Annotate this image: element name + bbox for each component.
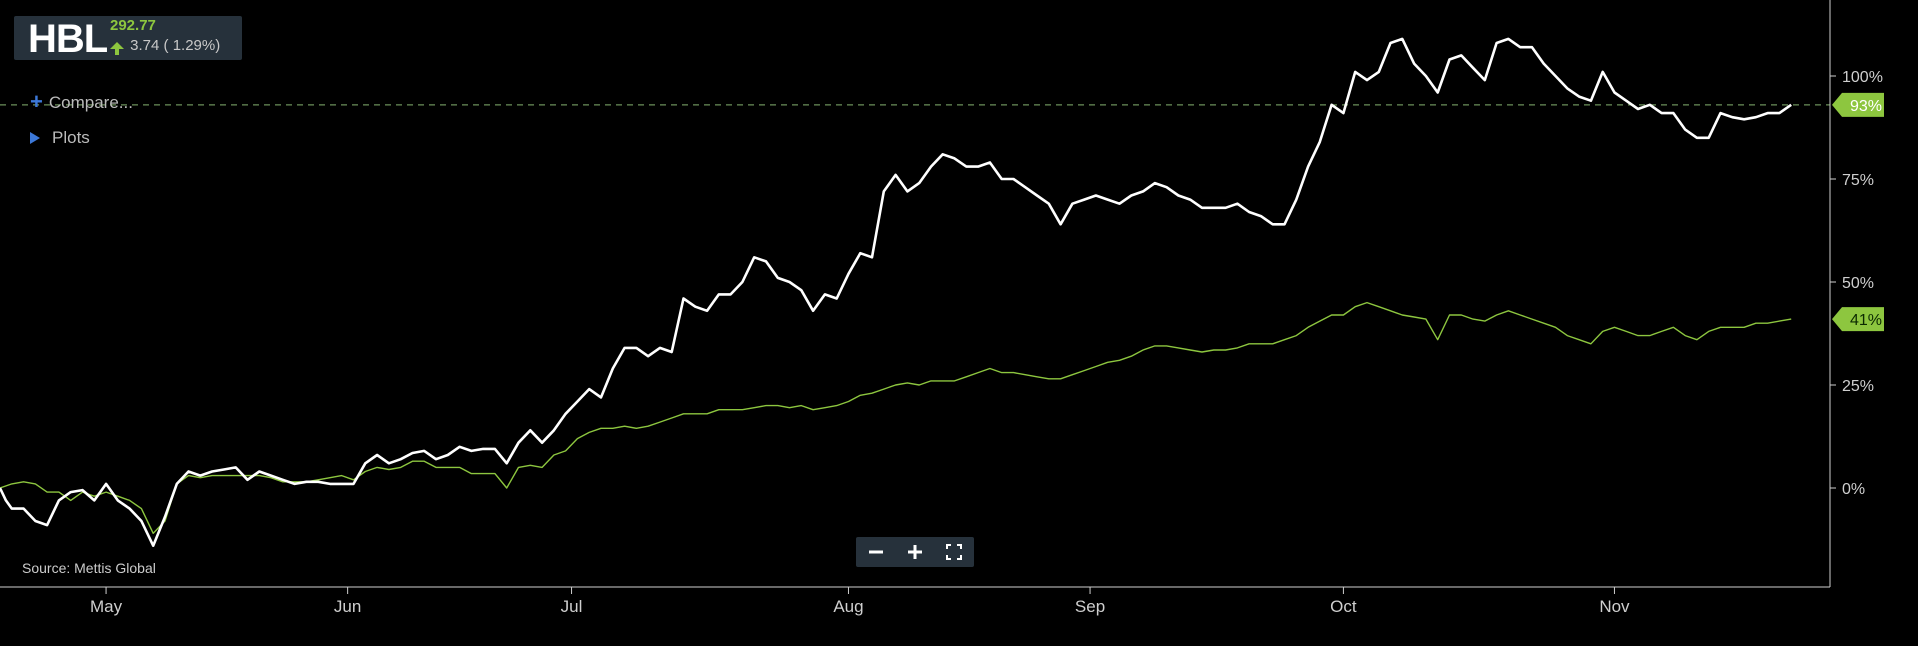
ticker-price: 292.77 <box>110 17 156 34</box>
last-value-label-primary: 93% <box>1850 98 1882 115</box>
x-tick-label: Jul <box>561 597 583 616</box>
series-line-compare <box>0 301 1792 534</box>
x-tick-label: Nov <box>1599 597 1630 616</box>
last-value-badge-primary <box>1832 92 1884 117</box>
y-tick-label: 50% <box>1842 275 1874 292</box>
plus-icon: + <box>30 89 43 114</box>
source-credit: Source: Mettis Global <box>22 560 156 576</box>
plots-label: Plots <box>52 128 90 147</box>
x-tick-label: Oct <box>1330 597 1357 616</box>
y-tick-label: 0% <box>1842 481 1865 498</box>
zoom-toolbar <box>856 537 974 567</box>
ticker-symbol: HBL <box>28 17 108 61</box>
y-tick-label: 75% <box>1842 172 1874 189</box>
series-line-primary <box>0 37 1792 547</box>
triangle-right-icon <box>30 131 40 144</box>
ticker-header: HBL 292.77 3.74 ( 1.29%) <box>14 16 242 61</box>
minus-icon <box>868 550 883 554</box>
expand-icon <box>946 544 963 560</box>
zoom-out-button[interactable] <box>861 537 891 567</box>
compare-button[interactable]: + Compare... <box>30 91 133 113</box>
compare-label: Compare... <box>48 93 133 112</box>
arrow-up-icon <box>110 41 124 55</box>
zoom-in-button[interactable] <box>900 537 930 567</box>
y-tick-label: 100% <box>1842 69 1883 86</box>
x-tick-label: May <box>90 597 123 616</box>
last-value-label-compare: 41% <box>1850 312 1882 329</box>
ticker-change: 3.74 ( 1.29%) <box>110 36 220 56</box>
last-value-badge-compare <box>1832 307 1884 332</box>
x-tick-label: Sep <box>1075 597 1105 616</box>
plus-icon <box>907 545 922 559</box>
x-tick-label: Aug <box>833 597 863 616</box>
y-tick-label: 25% <box>1842 378 1874 395</box>
plots-button[interactable]: Plots <box>30 128 90 148</box>
fullscreen-button[interactable] <box>939 537 969 567</box>
ticker-change-value: 3.74 ( 1.29%) <box>130 37 221 54</box>
x-tick-label: Jun <box>334 597 361 616</box>
